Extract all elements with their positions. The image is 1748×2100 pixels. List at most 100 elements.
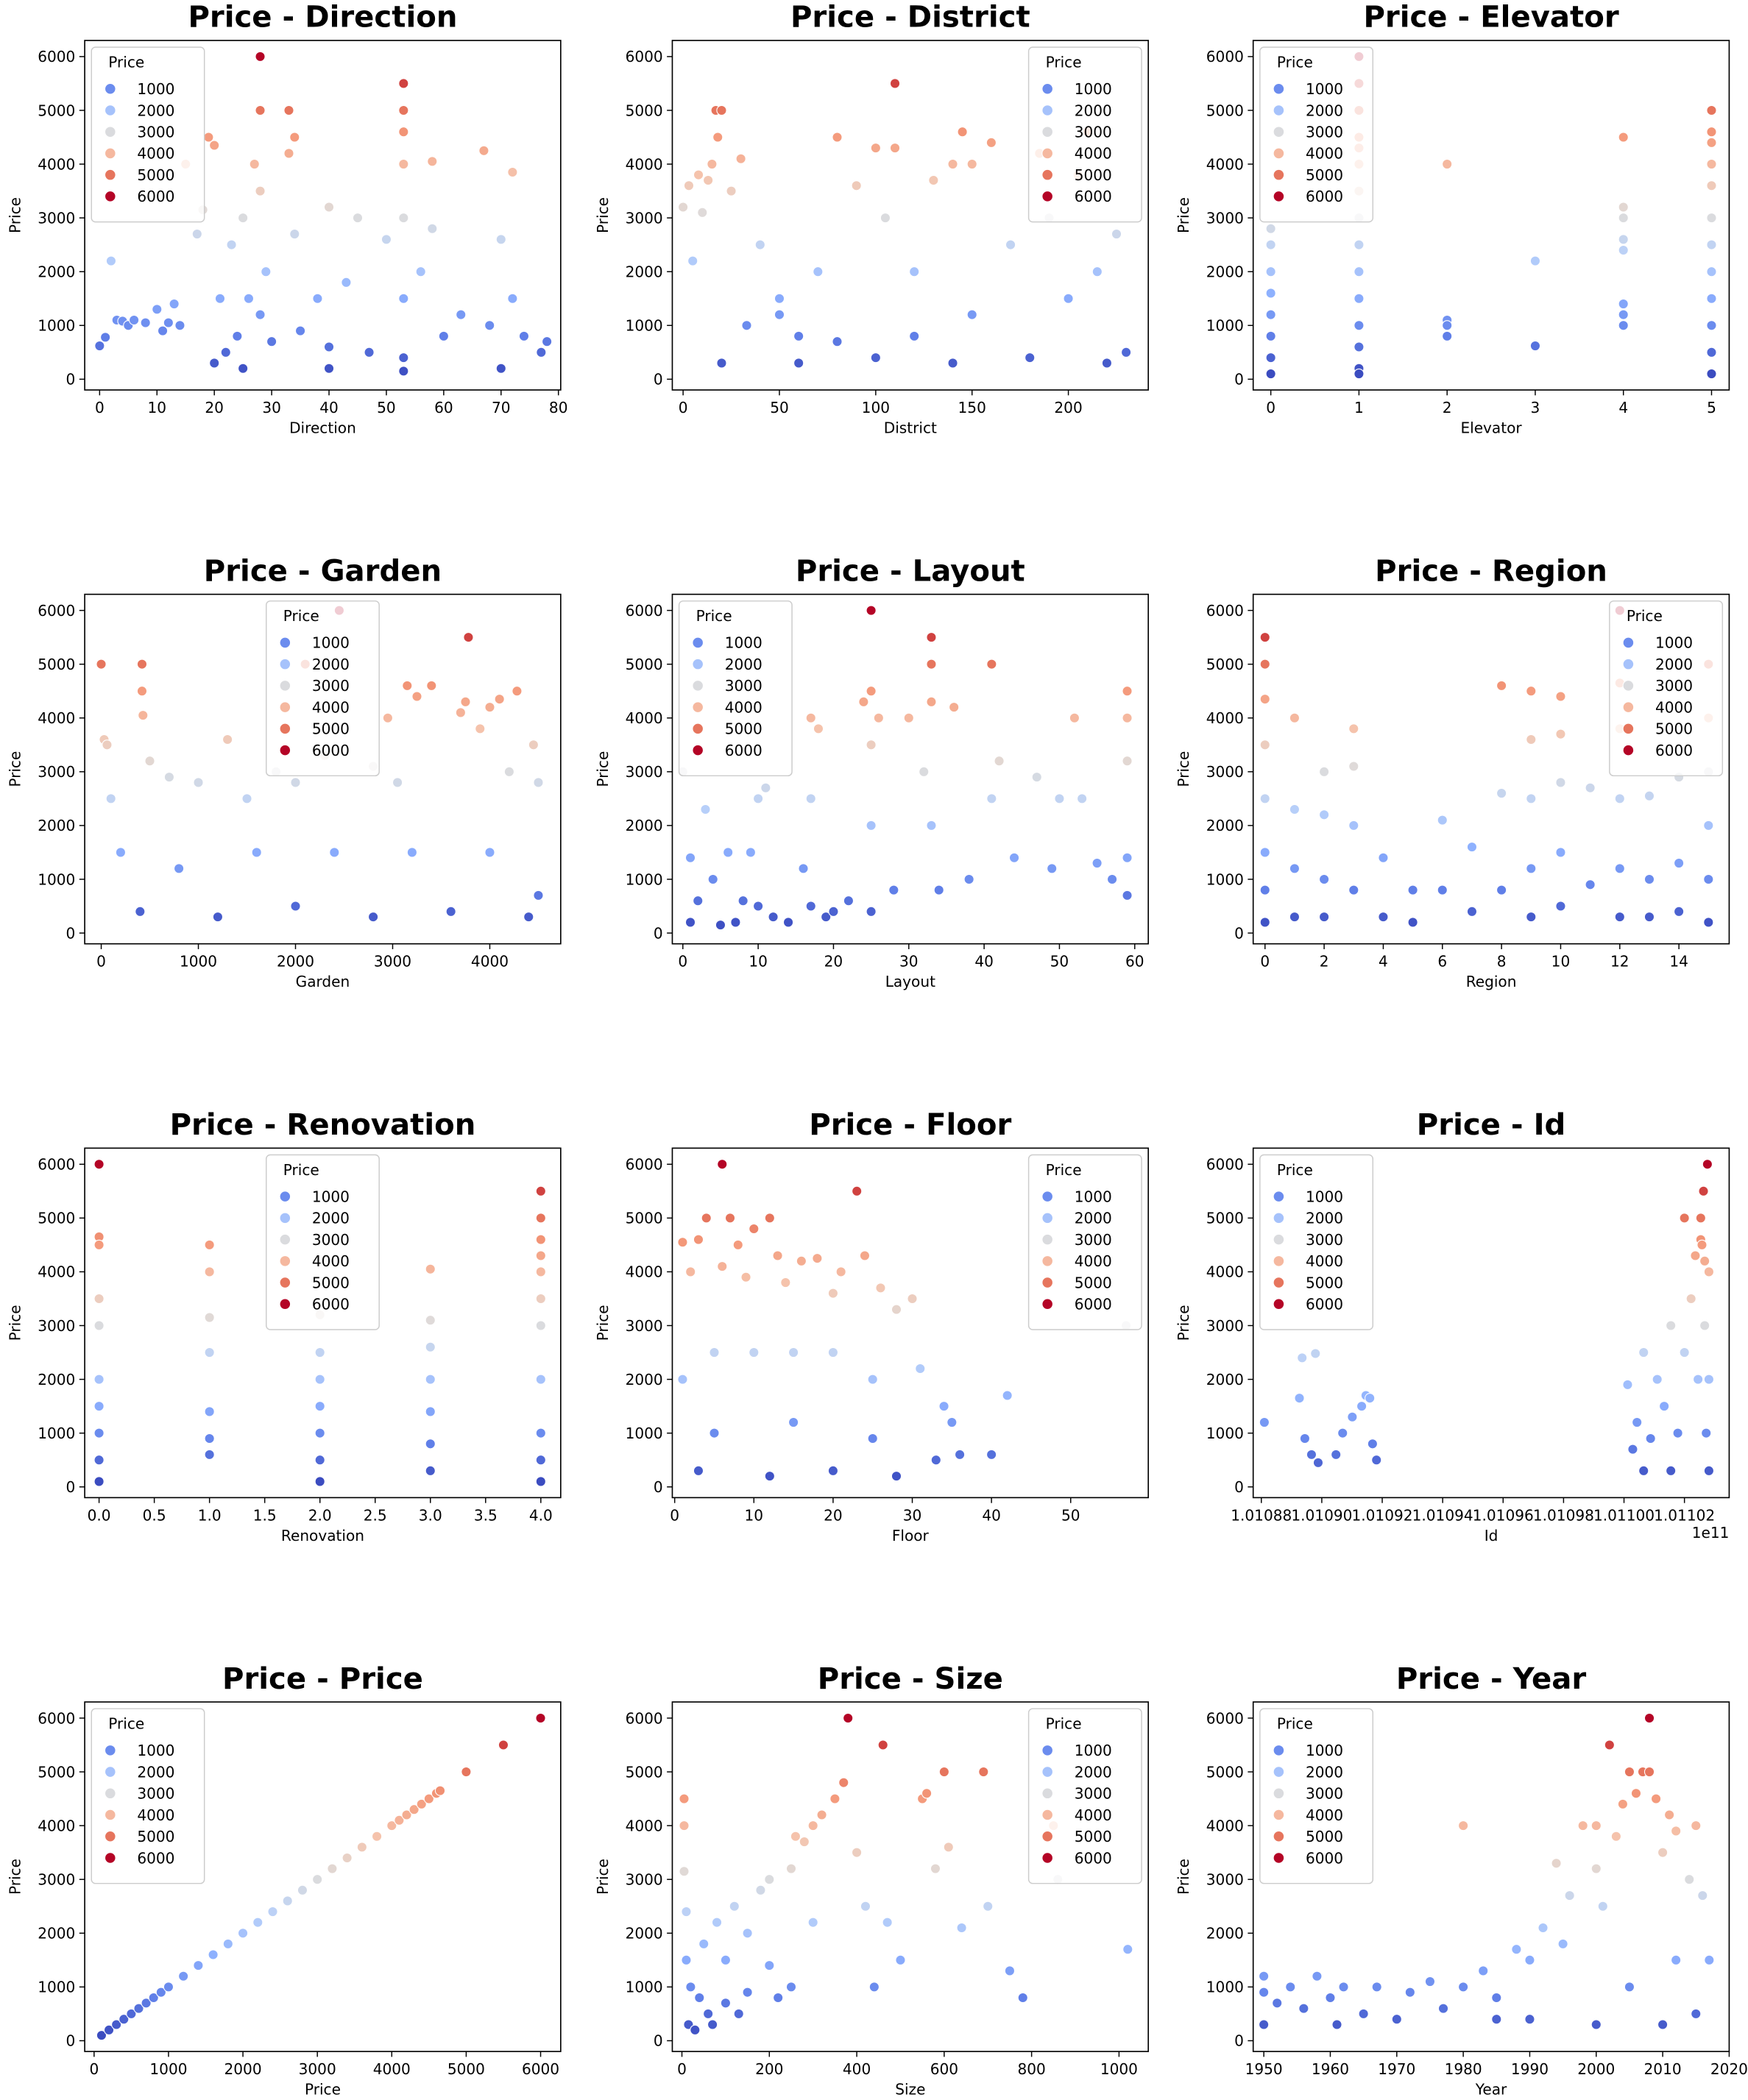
point <box>144 756 155 767</box>
legend-label: 4000 <box>137 1806 174 1824</box>
point <box>1272 1998 1283 2009</box>
point <box>732 1239 743 1251</box>
point <box>730 917 741 928</box>
legend-marker <box>1041 126 1054 138</box>
x-tick-label: 20 <box>824 1506 843 1524</box>
point <box>1285 1982 1296 1993</box>
point <box>93 1455 105 1466</box>
y-tick-label: 4000 <box>626 1263 663 1281</box>
point <box>138 709 149 721</box>
subplot: Price - Direction 0 1000 2000 3000 4000 5000 60… <box>6 1 567 437</box>
x-tick-label: 100 <box>862 399 890 416</box>
point <box>1538 1922 1549 1934</box>
point <box>238 213 249 224</box>
point <box>204 1433 215 1444</box>
legend-marker <box>1273 1298 1285 1310</box>
point <box>126 2008 137 2020</box>
point <box>535 1455 546 1466</box>
point <box>1618 309 1629 320</box>
point <box>290 901 301 912</box>
y-tick-label: 5000 <box>626 102 663 119</box>
point <box>1706 213 1717 224</box>
legend-label: 4000 <box>1306 1806 1343 1824</box>
point <box>478 145 489 156</box>
point <box>1702 1159 1713 1170</box>
point <box>1491 2014 1502 2025</box>
x-tick-label: 1.01098 <box>1533 1506 1594 1524</box>
point <box>693 1465 704 1476</box>
x-axis-label: Year <box>1475 2081 1507 2099</box>
legend-marker <box>1041 147 1054 160</box>
x-tick-label: 40 <box>982 1506 1001 1524</box>
point <box>1511 1944 1522 1955</box>
point <box>909 266 920 277</box>
point <box>888 884 899 895</box>
point <box>1697 1890 1708 1901</box>
x-tick-label: 0 <box>1260 953 1270 971</box>
point <box>1526 912 1537 923</box>
y-axis-label: Price <box>594 197 612 233</box>
point <box>745 847 757 858</box>
point <box>314 1427 325 1439</box>
chart-title: Price - Direction <box>188 1 457 35</box>
x-tick-label: 3 <box>1531 399 1540 416</box>
point <box>93 1401 105 1412</box>
legend-marker <box>1041 1744 1054 1756</box>
point <box>1091 857 1103 869</box>
point <box>1597 1901 1608 1912</box>
point <box>416 1798 427 1810</box>
point <box>723 847 734 858</box>
point <box>1585 782 1596 793</box>
legend-label: 1000 <box>137 1742 174 1759</box>
point <box>1529 255 1541 266</box>
point <box>1289 712 1301 723</box>
point <box>1706 320 1717 331</box>
x-tick-label: 1.01092 <box>1352 1506 1413 1524</box>
point <box>764 1213 775 1224</box>
chart-title: Price - Year <box>1396 1662 1587 1696</box>
point <box>1378 852 1389 863</box>
point <box>1122 890 1133 901</box>
point <box>535 1213 546 1224</box>
legend-label: 3000 <box>1306 124 1343 141</box>
point <box>222 734 233 745</box>
x-tick-label: 10 <box>745 1506 764 1524</box>
point <box>398 293 409 304</box>
x-tick-label: 3.0 <box>419 1506 442 1524</box>
legend-box <box>266 1154 380 1330</box>
y-tick-label: 1000 <box>626 1979 663 1996</box>
chart-title: Price - District <box>790 1 1030 35</box>
point <box>807 1820 818 1831</box>
point <box>105 793 116 804</box>
legend-label: 4000 <box>1075 1806 1112 1824</box>
y-tick-label: 6000 <box>1206 48 1244 65</box>
point <box>947 358 958 369</box>
point <box>1289 804 1301 815</box>
y-tick-label: 4000 <box>38 1263 75 1281</box>
legend-marker <box>692 658 704 670</box>
point <box>1701 1427 1712 1439</box>
point <box>684 852 696 863</box>
point <box>1306 1449 1317 1461</box>
legend-marker <box>104 1830 116 1842</box>
point <box>314 1347 325 1358</box>
legend-marker <box>1622 723 1635 735</box>
y-tick-label: 2000 <box>1206 1371 1244 1388</box>
x-axis-label: Size <box>895 2081 925 2099</box>
point <box>1025 352 1036 363</box>
point <box>155 1987 166 1998</box>
point <box>1259 1416 1270 1428</box>
point <box>1551 1858 1562 1869</box>
legend-label: 2000 <box>1075 102 1112 119</box>
point <box>1643 873 1655 885</box>
legend-title: Price <box>1627 607 1663 625</box>
point <box>986 659 997 670</box>
x-tick-label: 0 <box>89 2060 99 2078</box>
legend-title: Price <box>696 607 732 625</box>
legend-marker <box>1273 169 1285 181</box>
x-tick-label: 30 <box>903 1506 922 1524</box>
y-tick-label: 3000 <box>1206 1871 1244 1889</box>
point <box>136 659 148 670</box>
point <box>891 1471 902 1482</box>
point <box>141 1998 152 2009</box>
